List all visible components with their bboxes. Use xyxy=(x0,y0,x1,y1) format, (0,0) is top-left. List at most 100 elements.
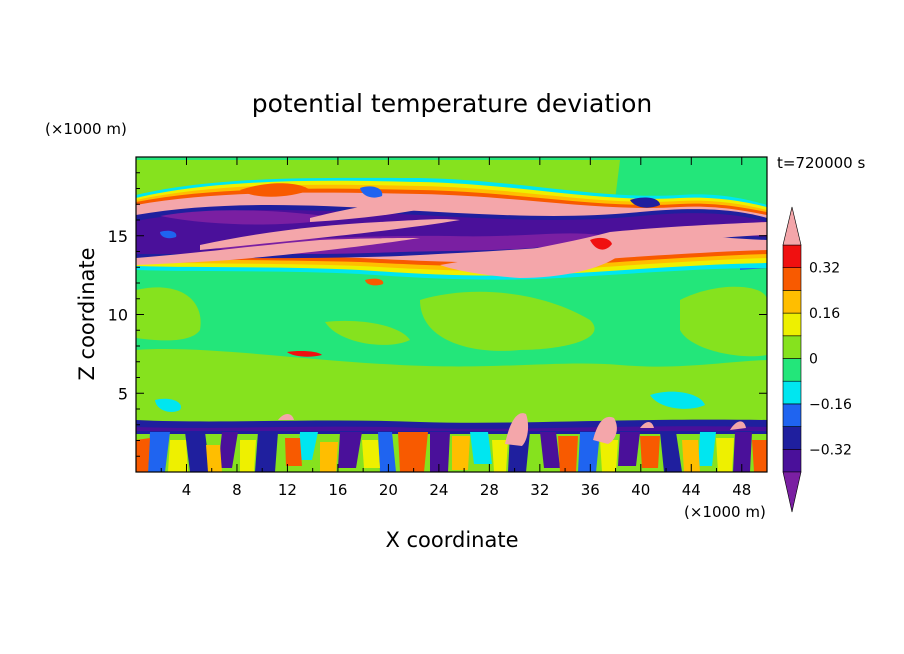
colorbar-tick-label: 0.32 xyxy=(809,261,840,277)
bl-plume-pos xyxy=(752,440,767,472)
patch-positive xyxy=(680,286,767,357)
warm-filament xyxy=(136,238,420,265)
colorbar-band xyxy=(782,244,802,269)
x-tick-label: 12 xyxy=(278,481,297,499)
x-tick-label: 36 xyxy=(581,481,600,499)
cold-eye xyxy=(630,197,660,208)
patch-positive xyxy=(136,348,767,420)
y-axis-label: Z coordinate xyxy=(75,247,99,380)
bl-plume-neg xyxy=(185,432,210,472)
patch-warm xyxy=(365,278,384,286)
bl-plume-pos xyxy=(168,440,188,472)
x-tick-label: 48 xyxy=(732,481,751,499)
x-tick-label: 4 xyxy=(182,481,192,499)
bl-plume-neg xyxy=(148,432,170,472)
bl-plume-pos xyxy=(682,440,700,472)
patch-warm xyxy=(287,351,322,357)
bl-plume-neg xyxy=(660,432,682,472)
bl-plume-pos xyxy=(136,438,150,472)
x-axis-label: X coordinate xyxy=(385,528,518,552)
x-tick-label: 28 xyxy=(480,481,499,499)
colorbar-extend-top xyxy=(782,206,802,246)
colorbar-band xyxy=(782,380,802,405)
mid-layer-patches xyxy=(136,160,767,420)
bl-plume-pos xyxy=(362,440,380,468)
bl-plume-neg xyxy=(338,432,362,468)
chart-title: potential temperature deviation xyxy=(252,89,652,118)
upper-tilted-layer xyxy=(136,177,767,280)
bl-plume-pos xyxy=(240,440,256,472)
bl-plume-pos xyxy=(600,440,618,472)
y-tick-label: 10 xyxy=(108,306,128,325)
colorbar-extend-bottom xyxy=(782,471,802,513)
bl-plume-pos xyxy=(716,438,734,472)
colorbar-tick-label: −0.16 xyxy=(809,397,852,413)
colorbar-band xyxy=(782,312,802,337)
x-unit-label: (×1000 m) xyxy=(684,503,766,521)
colorbar-tick-label: −0.32 xyxy=(809,442,852,458)
colorbar-tick-label: 0 xyxy=(809,352,818,368)
bl-plume-neg xyxy=(378,432,396,472)
negative-band-deep xyxy=(160,210,340,225)
boundary-layer xyxy=(136,413,767,472)
y-axis: 5 10 15 xyxy=(108,172,767,457)
plot-area xyxy=(136,157,767,472)
y-tick-label: 15 xyxy=(108,227,128,246)
bl-thermal xyxy=(278,414,294,420)
x-tick-label: 20 xyxy=(379,481,398,499)
colorbar-band xyxy=(782,335,802,359)
bl-plume-neg xyxy=(298,432,318,460)
x-tick-label: 8 xyxy=(232,481,242,499)
bl-plume-neg xyxy=(578,432,600,472)
y-unit-label: (×1000 m) xyxy=(45,120,127,138)
x-tick-label: 40 xyxy=(631,481,650,499)
bl-plume-neg xyxy=(618,432,640,466)
bl-plume-neg xyxy=(430,432,450,472)
bl-plume-neg xyxy=(540,432,560,468)
patch-negative xyxy=(155,398,181,412)
colorbar-band xyxy=(782,403,802,427)
bl-plume-neg xyxy=(470,432,492,464)
bl-thermal xyxy=(505,413,529,446)
x-tick-label: 44 xyxy=(682,481,701,499)
warm-blob xyxy=(240,183,310,197)
bl-plume-pos xyxy=(206,445,222,472)
bl-plume-neg xyxy=(255,432,278,472)
warm-core xyxy=(590,237,612,250)
colorbar-band xyxy=(782,267,802,291)
colorbar-band xyxy=(782,448,802,473)
patch-positive xyxy=(420,291,595,351)
bl-plume-pos xyxy=(320,442,338,472)
patch-positive xyxy=(325,320,410,345)
colorbar: 0.32 0.16 0 −0.16 −0.32 xyxy=(782,206,852,513)
bl-plume-pos xyxy=(640,436,660,468)
bl-thermal xyxy=(730,421,746,430)
bl-plume-pos xyxy=(285,438,302,466)
bl-plume-neg xyxy=(698,432,716,466)
time-label: t=720000 s xyxy=(777,154,865,172)
bl-plume-pos xyxy=(398,432,428,472)
bl-plume-pos xyxy=(558,436,578,472)
x-tick-label: 24 xyxy=(429,481,448,499)
bl-thermal xyxy=(593,416,617,444)
x-tick-label: 16 xyxy=(328,481,347,499)
colorbar-tick-label: 0.16 xyxy=(809,306,840,322)
bl-plume-neg xyxy=(218,432,238,468)
warm-filament xyxy=(440,222,767,278)
y-tick-label: 5 xyxy=(118,384,128,403)
patch-positive xyxy=(136,287,201,341)
x-axis: 4 8 12 16 20 24 28 32 36 40 44 48 xyxy=(160,157,751,499)
warm-filament xyxy=(310,197,460,222)
cold-eye xyxy=(360,186,383,198)
bl-plume-neg xyxy=(733,432,752,472)
x-tick-label: 32 xyxy=(530,481,549,499)
colorbar-band xyxy=(782,290,802,314)
bl-thermal xyxy=(640,422,654,428)
bl-plume-pos xyxy=(492,440,508,472)
patch-negative xyxy=(650,391,705,409)
bl-plume-pos xyxy=(452,436,470,470)
colorbar-band xyxy=(782,426,802,450)
warm-filament xyxy=(200,219,460,250)
cold-eye xyxy=(160,230,177,239)
